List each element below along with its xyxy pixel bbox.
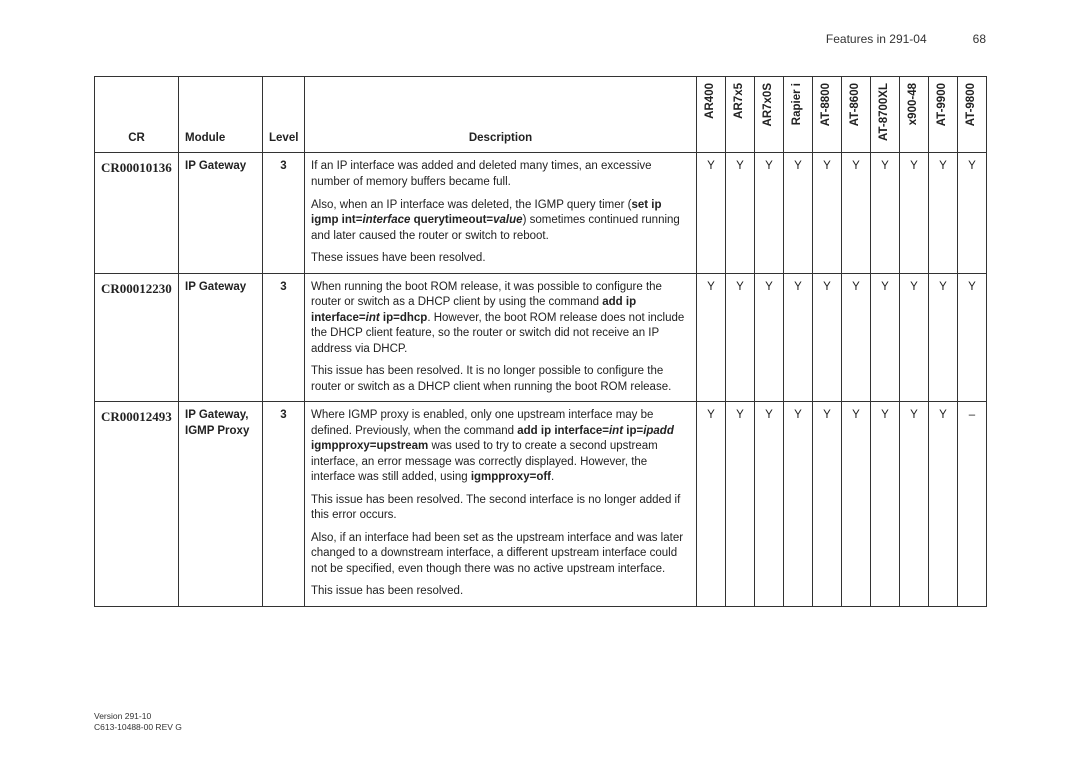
table-row: CR00012493 IP Gateway, IGMP Proxy 3 Wher…	[95, 402, 987, 607]
level: 3	[263, 273, 305, 402]
page-footer: Version 291-10 C613-10488-00 REV G	[94, 711, 182, 733]
description: Where IGMP proxy is enabled, only one up…	[305, 402, 697, 607]
footer-docid: C613-10488-00 REV G	[94, 722, 182, 733]
platform-cell: Y	[755, 402, 784, 607]
platform-cell: Y	[842, 153, 871, 273]
platform-cell: Y	[755, 273, 784, 402]
platform-cell: Y	[697, 153, 726, 273]
platform-cell: Y	[813, 273, 842, 402]
platform-cell: Y	[929, 402, 958, 607]
platform-cell: Y	[697, 402, 726, 607]
description: When running the boot ROM release, it wa…	[305, 273, 697, 402]
footer-version: Version 291-10	[94, 711, 182, 722]
platform-cell: Y	[726, 153, 755, 273]
description: If an IP interface was added and deleted…	[305, 153, 697, 273]
module: IP Gateway	[179, 153, 263, 273]
cr-id: CR00010136	[95, 153, 179, 273]
table-header-row: CR Module Level Description AR400 AR7x5 …	[95, 77, 987, 153]
platform-cell: Y	[784, 273, 813, 402]
platform-cell: Y	[871, 153, 900, 273]
platform-cell: Y	[900, 402, 929, 607]
platform-cell: Y	[871, 402, 900, 607]
page-header: Features in 291-04 68	[94, 32, 986, 46]
page: Features in 291-04 68 CR Module Level De…	[0, 0, 1080, 763]
platform-cell: Y	[900, 153, 929, 273]
col-platform: AR7x0S	[755, 77, 784, 153]
platform-cell: –	[958, 402, 987, 607]
col-module: Module	[179, 77, 263, 153]
cr-id: CR00012493	[95, 402, 179, 607]
platform-cell: Y	[958, 153, 987, 273]
platform-cell: Y	[813, 402, 842, 607]
col-level: Level	[263, 77, 305, 153]
platform-cell: Y	[784, 402, 813, 607]
col-platform: AR7x5	[726, 77, 755, 153]
col-platform: AT-8600	[842, 77, 871, 153]
platform-cell: Y	[813, 153, 842, 273]
platform-cell: Y	[929, 153, 958, 273]
platform-cell: Y	[842, 402, 871, 607]
col-platform: x900-48	[900, 77, 929, 153]
col-cr: CR	[95, 77, 179, 153]
platform-cell: Y	[726, 402, 755, 607]
table-row: CR00012230 IP Gateway 3 When running the…	[95, 273, 987, 402]
platform-cell: Y	[958, 273, 987, 402]
platform-cell: Y	[929, 273, 958, 402]
col-platform: AT-9800	[958, 77, 987, 153]
col-platform: AT-9900	[929, 77, 958, 153]
module: IP Gateway, IGMP Proxy	[179, 402, 263, 607]
platform-cell: Y	[755, 153, 784, 273]
feature-table: CR Module Level Description AR400 AR7x5 …	[94, 76, 987, 607]
col-platform: AT-8700XL	[871, 77, 900, 153]
platform-cell: Y	[697, 273, 726, 402]
cr-id: CR00012230	[95, 273, 179, 402]
platform-cell: Y	[784, 153, 813, 273]
module: IP Gateway	[179, 273, 263, 402]
col-platform: AR400	[697, 77, 726, 153]
level: 3	[263, 402, 305, 607]
level: 3	[263, 153, 305, 273]
col-platform: AT-8800	[813, 77, 842, 153]
header-title: Features in 291-04	[826, 32, 927, 46]
table-row: CR00010136 IP Gateway 3 If an IP interfa…	[95, 153, 987, 273]
col-platform: Rapier i	[784, 77, 813, 153]
platform-cell: Y	[871, 273, 900, 402]
page-number: 68	[930, 32, 986, 46]
platform-cell: Y	[842, 273, 871, 402]
platform-cell: Y	[726, 273, 755, 402]
col-description: Description	[305, 77, 697, 153]
platform-cell: Y	[900, 273, 929, 402]
